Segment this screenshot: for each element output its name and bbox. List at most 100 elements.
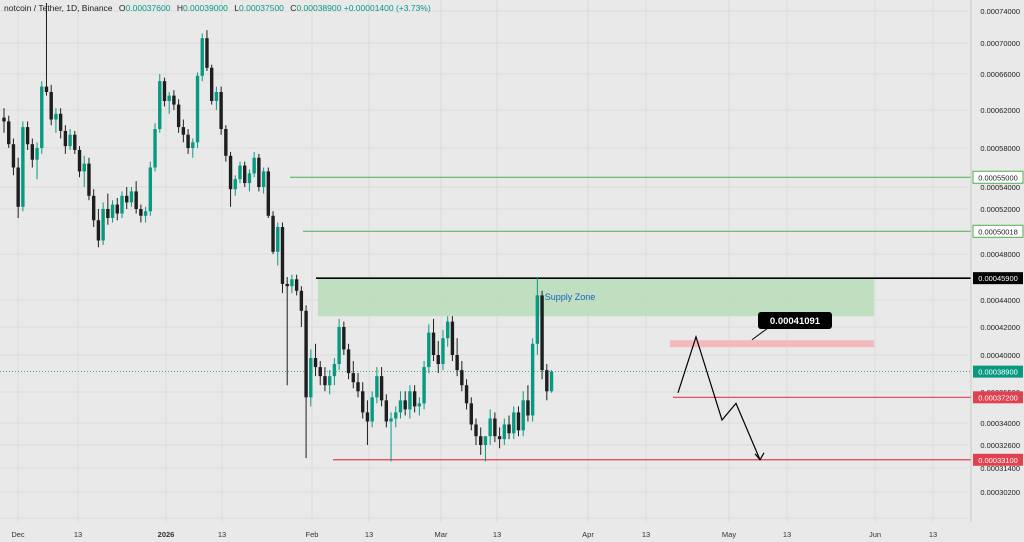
candle-body [106,209,110,218]
candle-body [521,400,525,431]
callout-box [758,312,832,329]
candle-body [167,95,171,101]
candle [299,286,304,327]
candle-body [219,92,223,129]
candle-body [2,117,6,122]
time-tick-label: 13 [493,530,501,539]
candle [186,129,190,154]
candle [11,138,16,176]
price-tick-label: 0.00052000 [980,205,1020,214]
price-tick-label: 0.00048000 [980,250,1020,259]
candle-body [365,412,370,422]
candle [460,361,464,392]
close-value: 0.00038900 [296,3,342,13]
candle-body [332,364,337,377]
candle-body [162,81,167,101]
candle-body [507,424,511,434]
candle [205,30,209,71]
candle-body [497,436,502,440]
price-tag-black: 0.00045900 [973,272,1023,285]
candle [35,142,39,180]
candle-body [266,171,271,216]
candle-body [294,279,299,291]
candle [479,427,483,455]
candle-body [44,86,49,92]
price-tick-label: 0.00031400 [980,464,1020,473]
candle [21,121,25,212]
candle-body [361,391,365,413]
candle-body [191,142,195,148]
candle [134,181,138,214]
time-tick-label: 13 [929,530,937,539]
candle [191,138,195,158]
candle-body [214,92,219,101]
candle [342,321,346,355]
candle [464,379,469,410]
candle [412,385,417,413]
candle [276,222,280,266]
candle-body [96,220,101,241]
candle [398,391,403,419]
candle-body [436,355,440,365]
low-label: L [234,3,239,13]
candle [521,391,525,437]
candle-body [398,400,403,413]
price-tick-label: 0.00030200 [980,488,1020,497]
candle-body [408,391,412,410]
candle [120,191,124,218]
candle-body [309,358,313,398]
candle-body [356,382,360,392]
candle-body [115,204,119,214]
candle [68,129,72,150]
candle-body [474,424,478,437]
candle-body [469,403,473,425]
candle [530,338,535,422]
candle [162,77,167,107]
candle-body [148,167,153,212]
candle-body [54,113,58,120]
candle-body [493,418,497,437]
candle [266,167,271,218]
candle [143,206,148,223]
candle-body [134,191,138,209]
candle-body [30,144,35,160]
price-tag-green: 0.00050018 [972,224,1024,238]
candle [238,161,242,184]
candle-body [441,338,445,365]
candle-body [261,171,266,187]
candle-body [346,349,351,374]
candle [16,157,20,218]
candle [375,367,379,404]
candle-body [257,157,261,187]
price-tag-box [972,170,1024,184]
candle [129,187,134,207]
time-tick-label: 13 [642,530,650,539]
candle [243,161,247,187]
candle [49,84,53,126]
price-tag-label: 0.00037200 [978,393,1018,402]
candle-body [21,127,25,207]
candle [252,151,256,178]
candle-body [389,418,393,422]
candle-body [285,283,289,287]
candle-body [549,371,554,392]
candle-body [417,403,422,407]
candle [82,155,86,187]
candle [313,343,318,377]
candles [2,3,554,462]
candle [54,108,58,133]
candle [261,167,266,194]
candle-body [502,424,507,440]
candle-body [313,358,318,368]
candle [280,222,285,294]
candle [40,81,44,154]
time-tick-label: May [722,530,736,539]
candle-body [125,195,129,203]
candle [257,153,261,192]
candle [294,274,299,296]
supply-zone-box [318,278,874,317]
candle-body [120,195,124,214]
candle [483,436,488,462]
